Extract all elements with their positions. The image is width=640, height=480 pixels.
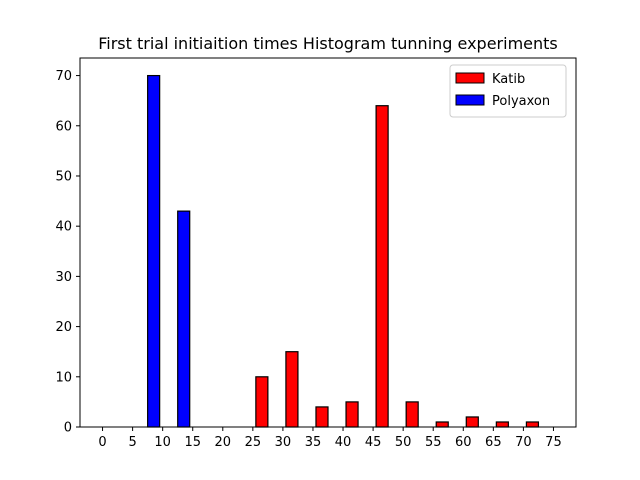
bar-katib-5 xyxy=(255,376,269,428)
y-tick-label: 60 xyxy=(55,119,72,134)
y-tick-label: 20 xyxy=(55,320,72,335)
legend-swatch-polyaxon xyxy=(455,94,485,106)
bar-katib-12 xyxy=(465,416,479,428)
legend: Katib Polyaxon xyxy=(449,64,567,118)
bar-katib-9 xyxy=(375,105,389,428)
y-axis-ticks: 0 10 20 30 40 50 60 70 xyxy=(55,69,80,436)
x-tick-label: 45 xyxy=(365,435,382,450)
bar-polyaxon-2 xyxy=(177,210,191,428)
x-tick-label: 70 xyxy=(515,435,532,450)
x-tick-label: 25 xyxy=(245,435,262,450)
x-tick-label: 65 xyxy=(485,435,502,450)
bar-katib-7 xyxy=(315,406,329,428)
legend-swatch-katib xyxy=(455,72,485,84)
legend-label-polyaxon: Polyaxon xyxy=(492,94,550,109)
x-tick-label: 40 xyxy=(335,435,352,450)
x-tick-label: 55 xyxy=(425,435,442,450)
bar-katib-14 xyxy=(525,421,540,428)
bar-katib-6 xyxy=(285,351,299,428)
y-tick-label: 70 xyxy=(55,69,72,84)
y-tick-label: 0 xyxy=(64,421,72,436)
x-tick-label: 50 xyxy=(395,435,412,450)
chart-title: First trial initiaition times Histogram … xyxy=(98,34,558,53)
x-tick-label: 75 xyxy=(545,435,562,450)
bar-katib-10 xyxy=(405,401,419,428)
bar-katib-11 xyxy=(435,421,449,428)
x-tick-label: 20 xyxy=(215,435,232,450)
y-tick-label: 50 xyxy=(55,169,72,184)
bar-katib-13 xyxy=(495,421,509,428)
x-tick-label: 60 xyxy=(455,435,472,450)
y-tick-label: 10 xyxy=(55,370,72,385)
y-tick-label: 40 xyxy=(55,220,72,235)
x-tick-label: 30 xyxy=(275,435,292,450)
x-tick-label: 0 xyxy=(98,435,106,450)
x-axis-ticks: 0 5 10 15 20 25 30 35 40 45 50 55 60 65 70 75 xyxy=(98,427,562,450)
x-tick-label: 15 xyxy=(184,435,201,450)
x-tick-label: 5 xyxy=(128,435,136,450)
bar-katib-8 xyxy=(345,401,359,428)
bar-polyaxon-1 xyxy=(147,74,161,428)
x-tick-label: 35 xyxy=(305,435,322,450)
legend-label-katib: Katib xyxy=(492,72,525,87)
plot-frame xyxy=(79,57,577,428)
y-tick-label: 30 xyxy=(55,270,72,285)
x-tick-label: 10 xyxy=(154,435,171,450)
